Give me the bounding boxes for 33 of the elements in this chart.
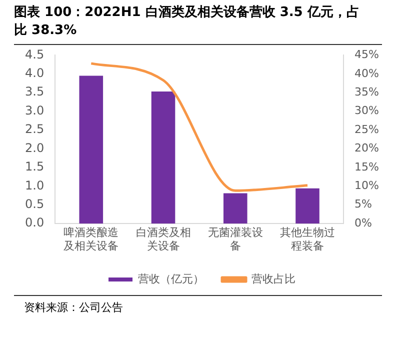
legend-label: 营收（亿元） (138, 272, 204, 286)
y2-tick-label: 35% (354, 85, 380, 98)
line-series (90, 62, 309, 192)
y-tick-label: 0.0 (24, 216, 44, 230)
bar (296, 188, 320, 224)
legend-label: 营收占比 (252, 272, 296, 286)
y2-tick-label: 30% (354, 104, 380, 118)
y-tick-label: 3.5 (24, 84, 44, 99)
y2-tick-label: 5% (354, 198, 372, 211)
y2-tick-label: 25% (354, 122, 380, 136)
y-tick-label: 0.5 (24, 197, 44, 212)
y2-tick-label: 10% (354, 179, 380, 192)
y2-tick-label: 45% (354, 48, 380, 62)
x-tick-label: 白酒类及相关设备 (136, 226, 191, 252)
bar (223, 193, 248, 224)
bar (151, 92, 176, 224)
y2-tick-label: 15% (354, 160, 380, 174)
y-tick-label: 3.0 (24, 103, 44, 118)
y2-tick-label: 0% (354, 216, 372, 230)
y-tick-label: 2.0 (24, 140, 44, 155)
y-tick-label: 2.5 (24, 122, 44, 136)
y-tick-label: 1.5 (24, 160, 44, 174)
text: 资料来源：公司公告 (14, 295, 382, 319)
y2-tick-label: 40% (354, 66, 380, 80)
x-tick-label: 无菌灌装设备 (208, 226, 263, 252)
y-tick-label: 4.0 (24, 66, 44, 80)
y-tick-label: 4.5 (24, 47, 44, 62)
bar (79, 76, 104, 224)
y2-tick-label: 20% (354, 142, 380, 155)
y-tick-label: 1.0 (24, 178, 44, 192)
x-tick-label: 啤酒类酿造及相关设备 (64, 226, 119, 252)
x-tick-label: 其他生物过程装备 (280, 226, 335, 252)
chart-title: 图表 100：2022H1 白酒类及相关设备营收 3.5 亿元，占比 38.3% (14, 0, 382, 45)
